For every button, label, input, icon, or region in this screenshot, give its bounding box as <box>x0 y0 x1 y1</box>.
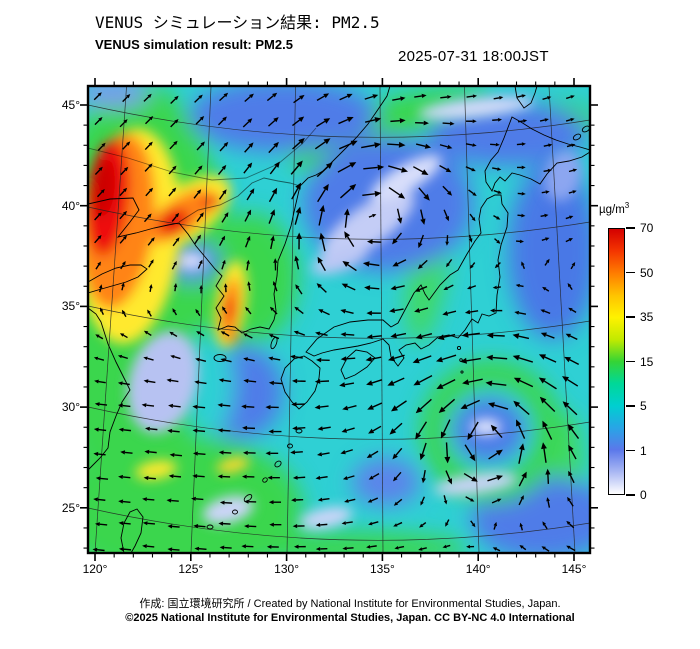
colorbar-tick-mark <box>626 405 635 407</box>
map-frame-and-ticks <box>80 78 598 561</box>
lat-tick-label: 35° <box>61 299 80 314</box>
colorbar-tick-label: 15 <box>640 354 654 369</box>
lon-tick-label: 120° <box>82 562 108 576</box>
colorbar-tick-label: 70 <box>640 221 654 235</box>
title-japanese: VENUS シミュレーション結果: PM2.5 <box>95 13 380 32</box>
lon-tick-label: 140° <box>465 562 491 576</box>
colorbar-tick-mark <box>626 494 635 496</box>
title-english: VENUS simulation result: PM2.5 <box>95 37 293 52</box>
colorbar-tick-mark <box>626 316 635 318</box>
colorbar-tick-mark <box>626 360 635 363</box>
colorbar <box>608 228 625 495</box>
colorbar-tick-label: 5 <box>640 399 647 413</box>
license-line: ©2025 National Institute for Environment… <box>125 612 575 624</box>
lon-tick-label: 125° <box>178 562 204 576</box>
lat-tick-label: 45° <box>61 98 80 112</box>
colorbar-tick-mark <box>626 271 635 274</box>
lat-tick-label: 30° <box>61 400 80 415</box>
colorbar-tick-label: 1 <box>640 443 647 458</box>
lat-tick-label: 40° <box>61 198 80 213</box>
timestamp: 2025-07-31 18:00JST <box>398 48 549 65</box>
map-canvas <box>88 86 590 553</box>
lon-tick-label: 145° <box>561 562 587 576</box>
colorbar-tick-mark <box>626 449 635 452</box>
lon-tick-label: 135° <box>369 562 395 576</box>
colorbar-tick-label: 0 <box>640 488 647 502</box>
lon-tick-label: 130° <box>274 562 299 576</box>
lat-tick-label: 25° <box>61 500 80 515</box>
colorbar-tick-label: 35 <box>640 310 654 324</box>
colorbar-tick-label: 50 <box>640 265 654 280</box>
credit-line: 作成: 国立環境研究所 / Created by National Instit… <box>139 598 561 610</box>
colorbar-tick-mark <box>626 227 635 229</box>
colorbar-unit: µg/m3 <box>599 201 630 216</box>
